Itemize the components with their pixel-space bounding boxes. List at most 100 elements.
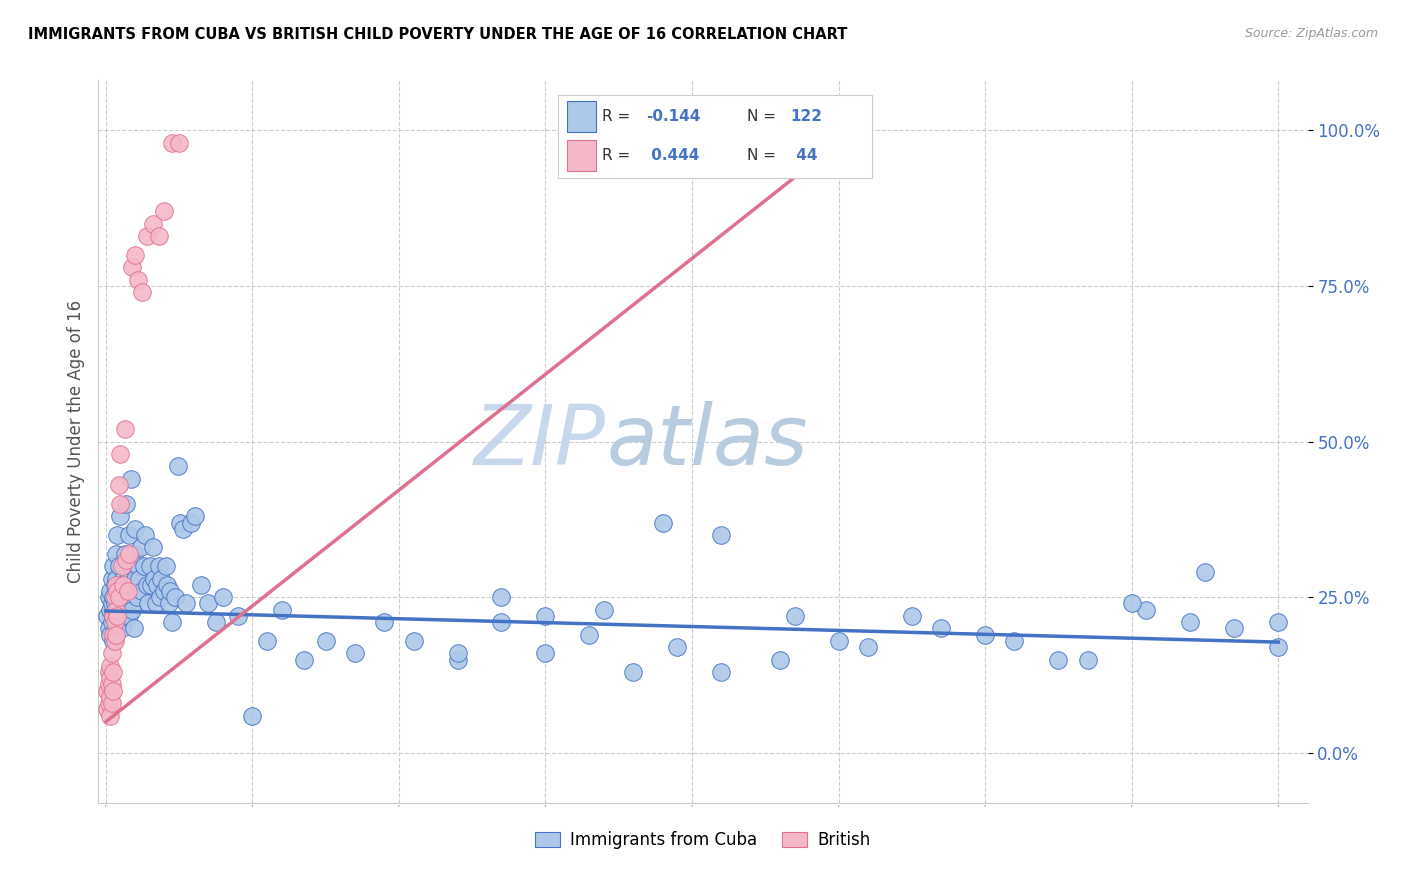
Point — [98, 627, 121, 641]
Point — [491, 615, 513, 630]
Point — [100, 646, 122, 660]
Point — [141, 578, 163, 592]
Point — [110, 447, 132, 461]
Point — [373, 615, 395, 630]
Point — [108, 591, 131, 605]
Point — [256, 633, 278, 648]
Point — [114, 547, 136, 561]
Point — [204, 615, 226, 630]
Point — [315, 633, 337, 648]
Point — [856, 640, 879, 654]
Y-axis label: Child Poverty Under the Age of 16: Child Poverty Under the Age of 16 — [66, 300, 84, 583]
Point — [292, 652, 315, 666]
Point — [97, 591, 120, 605]
Point — [120, 472, 142, 486]
Point — [120, 559, 142, 574]
Point — [929, 621, 952, 635]
Point — [107, 591, 129, 605]
Point — [131, 584, 153, 599]
Point — [446, 646, 468, 660]
Text: Source: ZipAtlas.com: Source: ZipAtlas.com — [1244, 27, 1378, 40]
Point — [446, 652, 468, 666]
Point — [127, 559, 149, 574]
Point — [651, 516, 673, 530]
Point — [110, 609, 132, 624]
Point — [135, 229, 157, 244]
Point — [105, 603, 128, 617]
Point — [157, 597, 180, 611]
Point — [160, 615, 183, 630]
Point — [166, 459, 188, 474]
Point — [226, 609, 249, 624]
Point — [124, 572, 146, 586]
Point — [117, 584, 139, 599]
Point — [127, 272, 149, 286]
Point — [105, 547, 128, 561]
Point — [103, 591, 125, 605]
Point — [901, 609, 924, 624]
Point — [112, 597, 135, 611]
Point — [180, 516, 202, 530]
Point — [100, 572, 122, 586]
Point — [212, 591, 235, 605]
Point — [118, 609, 141, 624]
Point — [108, 559, 131, 574]
Point — [270, 603, 292, 617]
Point — [98, 708, 121, 723]
Point — [150, 572, 173, 586]
Point — [710, 528, 733, 542]
Point — [117, 597, 139, 611]
Point — [974, 627, 997, 641]
Point — [593, 603, 616, 617]
Point — [132, 559, 155, 574]
Point — [783, 609, 806, 624]
Point — [107, 615, 129, 630]
Point — [118, 547, 141, 561]
Point — [97, 621, 120, 635]
Legend: Immigrants from Cuba, British: Immigrants from Cuba, British — [529, 824, 877, 856]
Point — [1267, 640, 1289, 654]
Point — [122, 621, 145, 635]
Point — [121, 603, 143, 617]
Point — [621, 665, 644, 679]
Point — [110, 497, 132, 511]
Point — [197, 597, 219, 611]
Point — [666, 640, 689, 654]
Point — [160, 136, 183, 150]
Point — [101, 627, 124, 641]
Point — [101, 591, 124, 605]
Point — [184, 509, 207, 524]
Point — [169, 516, 191, 530]
Point — [111, 559, 134, 574]
Point — [402, 633, 425, 648]
Point — [578, 627, 600, 641]
Point — [1004, 633, 1026, 648]
Point — [122, 547, 145, 561]
Point — [1047, 652, 1070, 666]
Point — [98, 671, 121, 685]
Point — [155, 559, 177, 574]
Point — [97, 696, 120, 710]
Point — [100, 677, 122, 691]
Point — [138, 559, 160, 574]
Text: IMMIGRANTS FROM CUBA VS BRITISH CHILD POVERTY UNDER THE AGE OF 16 CORRELATION CH: IMMIGRANTS FROM CUBA VS BRITISH CHILD PO… — [28, 27, 848, 42]
Point — [97, 665, 120, 679]
Point — [108, 578, 131, 592]
Point — [142, 217, 165, 231]
Point — [100, 615, 122, 630]
Point — [135, 578, 157, 592]
Point — [124, 522, 146, 536]
Point — [108, 603, 131, 617]
Point — [101, 609, 124, 624]
Point — [103, 615, 125, 630]
Point — [143, 572, 166, 586]
Point — [710, 665, 733, 679]
Point — [190, 578, 212, 592]
Text: ZIP: ZIP — [474, 401, 606, 482]
Point — [491, 591, 513, 605]
Point — [1267, 615, 1289, 630]
Point — [121, 260, 143, 274]
Point — [146, 578, 169, 592]
Point — [100, 696, 122, 710]
Point — [96, 683, 118, 698]
